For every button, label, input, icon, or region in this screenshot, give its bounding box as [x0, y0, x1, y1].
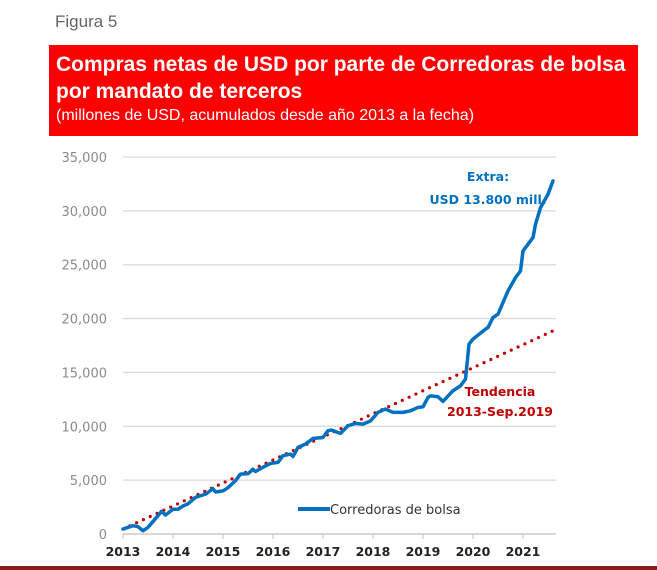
- x-tick-label: 2019: [406, 544, 441, 559]
- y-tick-label: 10,000: [62, 420, 108, 435]
- chart-subtitle: (millones de USD, acumulados desde año 2…: [56, 107, 475, 124]
- chart-title: Compras netas de USD por parte de Corred…: [56, 53, 626, 103]
- annotation-extra-line1: Extra:: [467, 169, 509, 184]
- x-tick-label: 2020: [456, 544, 491, 559]
- y-tick-label: 5,000: [70, 474, 107, 489]
- y-tick-label: 35,000: [62, 151, 108, 166]
- x-tick-label: 2018: [356, 544, 391, 559]
- annotation-trend-line1: Tendencia: [465, 384, 536, 399]
- y-tick-label: 25,000: [62, 259, 108, 274]
- y-tick-label: 30,000: [62, 205, 108, 220]
- figure-label: Figura 5: [55, 12, 118, 31]
- x-tick-label: 2016: [256, 544, 291, 559]
- x-tick-label: 2021: [506, 544, 541, 559]
- series-line-corredoras: [121, 179, 555, 533]
- x-tick-label: 2015: [206, 544, 241, 559]
- y-tick-label: 0: [99, 528, 107, 543]
- legend-label: Corredoras de bolsa: [330, 503, 461, 518]
- y-tick-label: 20,000: [62, 313, 108, 328]
- x-tick-label: 2013: [106, 544, 141, 559]
- annotation-trend-line2: 2013-Sep.2019: [447, 404, 553, 419]
- trend-line: [121, 329, 555, 531]
- y-tick-label: 15,000: [62, 366, 108, 381]
- bottom-bar: [0, 566, 657, 570]
- annotation-extra-line2: USD 13.800 mill.: [429, 192, 546, 207]
- legend: Corredoras de bolsa: [298, 503, 461, 518]
- x-tick-label: 2017: [306, 544, 341, 559]
- x-tick-label: 2014: [156, 544, 191, 559]
- title-banner: Compras netas de USD por parte de Corred…: [49, 45, 638, 136]
